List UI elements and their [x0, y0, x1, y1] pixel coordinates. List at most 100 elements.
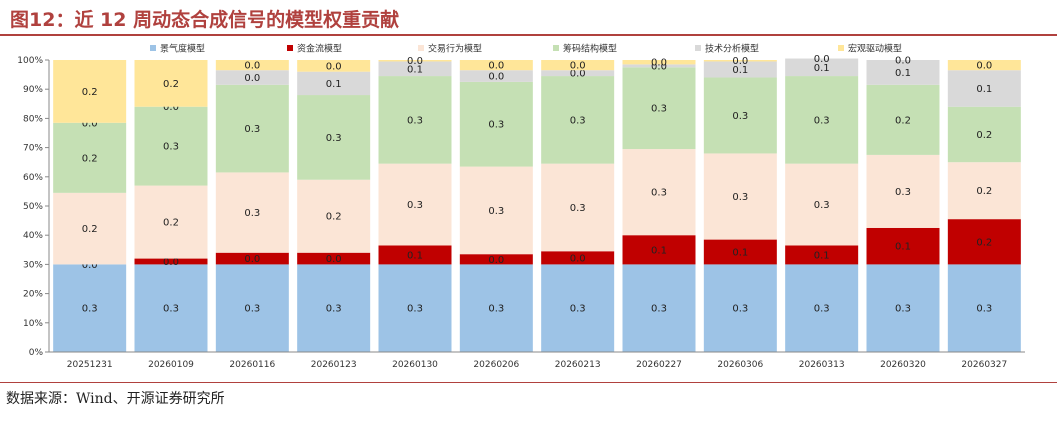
data-label-5-20251231: 0.0 [82, 118, 98, 129]
x-tick-label: 20260320 [880, 360, 926, 370]
data-label-5-20260206: 0.0 [488, 72, 504, 83]
bar-segment-6-20251231 [53, 60, 127, 123]
data-label-5-20260327: 0.1 [976, 84, 992, 95]
x-tick-label: 20260306 [717, 360, 763, 370]
y-tick-label: 100% [17, 56, 43, 66]
data-label-2-20260320: 0.1 [895, 242, 911, 253]
x-tick-label: 20260206 [473, 360, 519, 370]
legend-label-2: 资金流模型 [297, 43, 342, 55]
bar-segment-1-20260116 [215, 264, 289, 352]
data-label-1-20260327: 0.3 [976, 304, 992, 315]
y-tick-label: 60% [23, 173, 43, 183]
data-label-3-20251231: 0.2 [82, 224, 98, 235]
data-label-1-20260306: 0.3 [732, 304, 748, 315]
data-label-4-20260123: 0.3 [326, 133, 342, 144]
data-label-4-20260130: 0.3 [407, 115, 423, 126]
data-label-4-20260320: 0.2 [895, 115, 911, 126]
y-tick-label: 70% [23, 144, 43, 154]
bar-segment-1-20251231 [53, 264, 127, 352]
bar-segment-4-20260109 [134, 106, 208, 186]
data-label-3-20260313: 0.3 [814, 200, 830, 211]
x-tick-label: 20260116 [229, 360, 275, 370]
data-label-4-20260206: 0.3 [488, 120, 504, 131]
bar-segment-6-20260123 [297, 60, 371, 72]
data-label-6-20251231: 0.2 [82, 87, 98, 98]
data-label-2-20260116: 0.0 [244, 254, 260, 265]
bar-segment-3-20260227 [622, 149, 696, 236]
x-tick-label: 20260227 [636, 360, 682, 370]
bar-segment-5-20260313 [785, 58, 859, 77]
bar-segment-3-20260320 [866, 154, 940, 228]
y-tick-label: 10% [23, 319, 43, 329]
x-tick-label: 20260313 [799, 360, 845, 370]
bar-segment-4-20251231 [53, 122, 127, 193]
bar-segment-4-20260313 [785, 76, 859, 164]
bar-segment-5-20260320 [866, 60, 940, 85]
x-tick-label: 20260327 [961, 360, 1007, 370]
data-label-6-20260109: 0.2 [163, 79, 179, 90]
data-label-5-20260320: 0.1 [895, 68, 911, 79]
source-note: 数据来源：Wind、开源证券研究所 [6, 391, 225, 407]
y-tick-label: 20% [23, 290, 43, 300]
bar-segment-6-20260130 [378, 60, 452, 62]
figure-title: 图12：近 12 周动态合成信号的模型权重贡献 [10, 9, 400, 31]
bar-segment-2-20260213 [541, 251, 615, 265]
bar-segment-1-20260206 [459, 264, 533, 352]
bar-segment-1-20260213 [541, 264, 615, 352]
data-label-2-20260327: 0.2 [976, 237, 992, 248]
y-tick-label: 30% [23, 260, 43, 270]
data-label-1-20260213: 0.3 [570, 304, 586, 315]
data-label-4-20260306: 0.3 [732, 111, 748, 122]
data-label-1-20260109: 0.3 [163, 304, 179, 315]
bar-segment-2-20260227 [622, 235, 696, 265]
bar-segment-4-20260227 [622, 67, 696, 150]
data-label-6-20260227: 0.0 [651, 58, 667, 69]
bar-segment-3-20260213 [541, 163, 615, 252]
x-tick-label: 20260123 [311, 360, 357, 370]
bar-segment-6-20260213 [541, 60, 615, 71]
data-label-3-20260320: 0.3 [895, 187, 911, 198]
bar-segment-6-20260327 [947, 60, 1021, 71]
x-tick-label: 20260213 [555, 360, 601, 370]
data-label-1-20260130: 0.3 [407, 304, 423, 315]
bar-segment-3-20260123 [297, 179, 371, 253]
bar-segment-5-20260306 [703, 61, 777, 78]
data-label-6-20260123: 0.0 [326, 61, 342, 72]
bar-segment-2-20260130 [378, 245, 452, 265]
legend-swatch-4 [553, 45, 559, 51]
bar-segment-1-20260123 [297, 264, 371, 352]
data-label-1-20260320: 0.3 [895, 304, 911, 315]
x-axis: 20251231 20260109 20260116 20260123 20260130… [49, 351, 1025, 370]
data-label-2-20260213: 0.0 [570, 253, 586, 264]
bar-segment-5-20260130 [378, 61, 452, 77]
bar-segment-3-20260313 [785, 163, 859, 246]
x-tick-label: 20260130 [392, 360, 438, 370]
bar-segment-4-20260306 [703, 77, 777, 154]
data-label-6-20260213: 0.0 [570, 61, 586, 72]
y-tick-label: 0% [29, 348, 44, 358]
bar-segment-5-20260123 [297, 71, 371, 96]
legend-swatch-3 [418, 45, 424, 51]
data-label-2-20260306: 0.1 [732, 247, 748, 258]
data-label-3-20260206: 0.3 [488, 206, 504, 217]
data-label-4-20260213: 0.3 [570, 115, 586, 126]
bar-segment-1-20260306 [703, 264, 777, 352]
data-label-6-20260320: 0.0 [895, 56, 911, 67]
y-axis: 0% 10% 20% 30% 40% 50% 60% 70% 80% 90% 100% [17, 56, 50, 358]
bar-segment-1-20260227 [622, 264, 696, 352]
data-label-2-20260123: 0.0 [326, 254, 342, 265]
bar-segment-2-20260206 [459, 254, 533, 265]
bar-segment-5-20260206 [459, 70, 533, 82]
data-label-3-20260306: 0.3 [732, 192, 748, 203]
bar-segment-3-20260306 [703, 153, 777, 240]
legend-swatch-1 [150, 45, 156, 51]
legend: 景气度模型 资金流模型 交易行为模型 筹码结构模型 技术分析模型 宏观驱动模型 [150, 43, 902, 55]
bar-segment-6-20260116 [215, 60, 289, 71]
bar-segment-4-20260123 [297, 95, 371, 180]
bar-segment-1-20260109 [134, 264, 208, 352]
x-tick-label: 20251231 [67, 360, 113, 370]
data-label-3-20260116: 0.3 [244, 208, 260, 219]
bar-segment-4-20260130 [378, 76, 452, 164]
y-tick-label: 80% [23, 114, 43, 124]
data-label-4-20260313: 0.3 [814, 115, 830, 126]
